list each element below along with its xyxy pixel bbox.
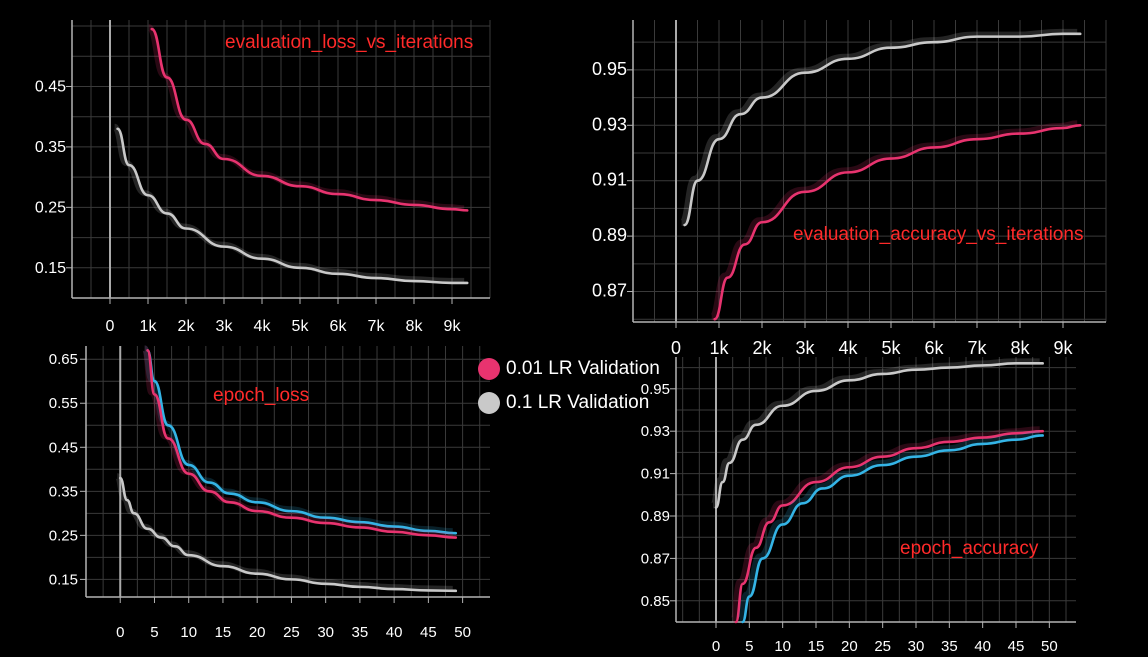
x-tick-label: 50 (1041, 638, 1058, 655)
y-tick-label: 0.89 (641, 508, 670, 525)
y-tick-label: 0.93 (641, 423, 670, 440)
x-tick-label: 40 (386, 624, 403, 641)
x-tick-label: 25 (874, 638, 891, 655)
y-tick-label: 0.25 (35, 199, 66, 216)
x-tick-label: 8k (1010, 338, 1030, 358)
x-tick-label: 15 (215, 624, 232, 641)
x-tick-label: 50 (454, 624, 471, 641)
x-tick-label: 6k (330, 318, 348, 335)
x-tick-label: 35 (941, 638, 958, 655)
x-tick-label: 20 (249, 624, 266, 641)
x-tick-label: 1k (709, 338, 729, 358)
series-line-blue (741, 434, 1044, 624)
series-shadow-pink (730, 426, 1040, 623)
y-tick-label: 0.45 (49, 439, 78, 456)
x-tick-label: 5k (292, 318, 310, 335)
y-tick-label: 0.45 (35, 78, 66, 95)
chart-title: evaluation_accuracy_vs_iterations (793, 224, 1083, 245)
x-tick-label: 3k (795, 338, 815, 358)
x-tick-label: 35 (352, 624, 369, 641)
x-tick-label: 2k (752, 338, 772, 358)
x-tick-label: 45 (1008, 638, 1025, 655)
chart-evaluation-loss-vs-iterations: 0.15 0.25 0.35 0.45 0 1k 2k 3k 4k 5k 6k 7k 8k 9k evalu… (35, 20, 491, 335)
y-tick-label: 0.35 (35, 139, 66, 156)
series-shadow-blue (736, 430, 1040, 623)
x-tick-label: 8k (406, 318, 424, 335)
y-tick-label: 0.55 (49, 395, 78, 412)
series-line-gray (116, 127, 469, 285)
x-tick-label: 5k (881, 338, 901, 358)
x-tick-label: 40 (974, 638, 991, 655)
series-shadow-blue (141, 345, 453, 535)
x-tick-label: 4k (254, 318, 272, 335)
y-tick-label: 0.65 (49, 351, 78, 368)
x-tick-label: 0 (106, 318, 115, 335)
series-line-gray (118, 476, 458, 593)
y-tick-label: 0.85 (641, 593, 670, 610)
x-tick-label: 30 (908, 638, 925, 655)
legend-item-01-lr: 0.1 LR Validation (478, 386, 660, 420)
x-tick-label: 25 (283, 624, 300, 641)
legend: 0.01 LR Validation 0.1 LR Validation (478, 352, 660, 420)
legend-swatch-gray (478, 392, 500, 414)
series-shadow-pink (708, 120, 1078, 321)
x-tick-label: 30 (317, 624, 334, 641)
x-tick-label: 9k (444, 318, 462, 335)
y-tick-label: 0.25 (49, 527, 78, 544)
series-line-pink (734, 429, 1044, 624)
series-line-gray (714, 362, 1044, 509)
y-tick-label: 0.35 (49, 483, 78, 500)
y-tick-label: 0.15 (49, 571, 78, 588)
x-tick-label: 3k (216, 318, 234, 335)
y-tick-label: 0.95 (592, 59, 627, 79)
x-tick-label: 5 (745, 638, 753, 655)
y-tick-label: 0.93 (592, 114, 627, 134)
x-tick-label: 2k (178, 318, 196, 335)
legend-item-001-lr: 0.01 LR Validation (478, 352, 660, 386)
chart-title: evaluation_loss_vs_iterations (225, 32, 473, 53)
legend-label: 0.1 LR Validation (506, 392, 650, 413)
x-tick-label: 9k (1053, 338, 1073, 358)
series-shadow-gray (678, 28, 1078, 227)
x-tick-label: 7k (967, 338, 987, 358)
x-tick-label: 1k (140, 318, 158, 335)
x-tick-label: 10 (774, 638, 791, 655)
y-tick-label: 0.91 (592, 170, 627, 190)
series-shadow-pink (145, 24, 465, 212)
x-tick-label: 10 (180, 624, 197, 641)
x-tick-label: 6k (924, 338, 944, 358)
series-line-blue (146, 349, 458, 535)
y-tick-label: 0.89 (592, 225, 627, 245)
series-line-pink (146, 349, 458, 539)
y-tick-label: 0.15 (35, 260, 66, 277)
legend-label: 0.01 LR Validation (506, 358, 660, 379)
x-tick-label: 15 (808, 638, 825, 655)
chart-epoch-loss: 0.15 0.25 0.35 0.45 0.55 0.65 0 5 10 15 20 25 30 35 40… (49, 345, 490, 641)
series-shadow-gray (710, 358, 1040, 509)
chart-evaluation-accuracy-vs-iterations: 0.87 0.89 0.91 0.93 0.95 0 1k 2k 3k 4k 5k 6k 7k 8k 9k e… (592, 20, 1107, 358)
series-line-pink (150, 27, 469, 212)
x-tick-label: 0 (712, 638, 720, 655)
series-line-gray (683, 32, 1082, 227)
x-tick-label: 0 (671, 338, 681, 358)
series-line-pink (713, 123, 1082, 321)
y-tick-label: 0.87 (641, 550, 670, 567)
x-tick-label: 4k (838, 338, 858, 358)
x-tick-label: 20 (841, 638, 858, 655)
x-tick-label: 7k (368, 318, 386, 335)
x-tick-label: 45 (420, 624, 437, 641)
x-tick-label: 0 (116, 624, 124, 641)
y-tick-label: 0.91 (641, 466, 670, 483)
y-tick-label: 0.87 (592, 281, 627, 301)
chart-title: epoch_loss (213, 385, 309, 406)
legend-swatch-pink (478, 358, 500, 380)
chart-epoch-accuracy: 0.85 0.87 0.89 0.91 0.93 0.95 0 5 10 15 20 25 30 35 40… (641, 357, 1076, 655)
y-tick-label: 0.95 (641, 381, 670, 398)
x-tick-label: 5 (150, 624, 158, 641)
chart-title: epoch_accuracy (900, 538, 1039, 559)
